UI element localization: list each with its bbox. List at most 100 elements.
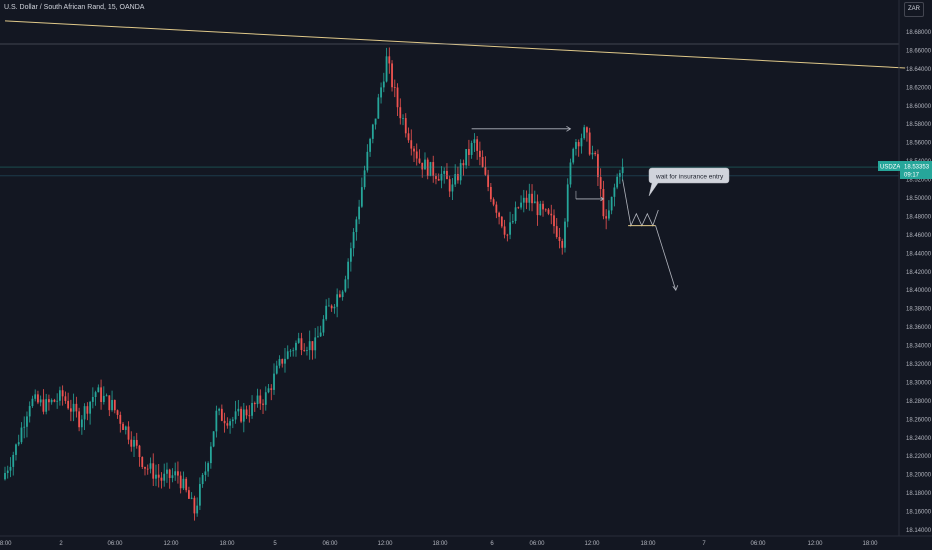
- candle-body: [426, 159, 429, 177]
- candle: [6, 465, 9, 479]
- candle: [105, 393, 108, 397]
- candle-body: [341, 291, 344, 298]
- candle-body: [45, 399, 48, 412]
- bar-countdown-label: 09:17: [904, 173, 920, 179]
- candle: [171, 468, 174, 483]
- candle-body: [446, 170, 448, 180]
- candle: [597, 149, 599, 186]
- candle-body: [369, 138, 371, 152]
- price-tick-label: 18.32000: [906, 362, 932, 368]
- candle: [135, 432, 138, 449]
- candle-body: [435, 176, 437, 179]
- currency-button[interactable]: ZAR: [904, 2, 924, 17]
- candle-body: [404, 118, 407, 134]
- candle: [45, 393, 48, 415]
- candle-body: [539, 203, 542, 216]
- candle: [553, 209, 555, 234]
- candle-body: [26, 416, 28, 427]
- candle-body: [111, 400, 113, 411]
- candle-body: [569, 162, 572, 185]
- time-tick-label: 06:00: [750, 541, 766, 547]
- candle-body: [59, 390, 61, 401]
- candle: [75, 396, 78, 418]
- candle-body: [388, 56, 391, 64]
- candle-body: [218, 408, 221, 411]
- price-badge: USDZAR 18.53353 09:17: [878, 161, 932, 179]
- price-tick-label: 18.28000: [906, 399, 932, 405]
- time-tick-label: 2: [59, 541, 63, 547]
- price-tick-label: 18.34000: [906, 344, 932, 350]
- trendline[interactable]: [4, 20, 906, 69]
- time-axis[interactable]: 18:00 2 06:00 12:00 18:00 5 06:00 12:00 18:00 6 06…: [0, 541, 878, 547]
- candle-body: [48, 399, 50, 403]
- candle-body: [344, 279, 347, 292]
- time-tick-label: 18:00: [432, 541, 448, 547]
- candle: [555, 218, 558, 239]
- candle: [89, 400, 91, 425]
- candle: [448, 175, 451, 198]
- candle: [218, 407, 221, 416]
- candle-body: [451, 184, 454, 192]
- candle: [487, 169, 490, 192]
- candle-body: [478, 150, 481, 157]
- candle-body: [83, 406, 86, 420]
- candle: [520, 195, 522, 210]
- time-tick-label: 12:00: [377, 541, 393, 547]
- candle: [618, 169, 621, 184]
- candle-body: [533, 201, 536, 204]
- text-note[interactable]: wait for insurance entry: [648, 167, 730, 197]
- candle: [539, 200, 542, 216]
- candle-body: [237, 408, 240, 412]
- candle: [336, 288, 339, 318]
- candle: [267, 384, 270, 394]
- time-tick-label: 18:00: [0, 541, 12, 547]
- price-tick-label: 18.64000: [906, 67, 932, 73]
- candle-body: [575, 142, 577, 149]
- candle-body: [413, 148, 415, 152]
- time-tick-label: 18:00: [862, 541, 878, 547]
- candle-body: [547, 209, 550, 214]
- candle-body: [371, 124, 374, 139]
- candle-body: [100, 387, 102, 403]
- candle: [429, 161, 432, 177]
- candle: [300, 332, 303, 356]
- candle-body: [591, 152, 594, 155]
- candle: [262, 399, 264, 414]
- target-arrow[interactable]: [655, 225, 677, 291]
- candle: [525, 190, 528, 210]
- time-tick-label: 06:00: [322, 541, 338, 547]
- candle: [435, 173, 437, 185]
- candle-body: [42, 399, 45, 412]
- candle-body: [402, 118, 404, 119]
- candle-body: [500, 216, 503, 227]
- candle: [462, 159, 465, 176]
- candle: [122, 421, 124, 430]
- candle: [53, 398, 56, 403]
- candle-body: [520, 202, 522, 208]
- candle: [470, 140, 473, 159]
- candle: [514, 201, 517, 224]
- candle-body: [245, 409, 248, 416]
- candle-body: [349, 248, 352, 262]
- candle: [451, 178, 454, 200]
- candle: [360, 177, 363, 208]
- drawings[interactable]: [0, 20, 906, 292]
- candle: [251, 395, 253, 419]
- candle-body: [437, 178, 440, 181]
- candle-body: [448, 179, 451, 192]
- candle: [594, 151, 597, 157]
- candle-body: [583, 127, 586, 139]
- symbol-label: USDZAR: [880, 165, 905, 171]
- candle: [17, 434, 20, 447]
- candle: [610, 196, 613, 215]
- candle: [575, 139, 577, 156]
- candle: [341, 289, 344, 301]
- candle-body: [352, 232, 355, 249]
- candle: [237, 399, 240, 416]
- candle-body: [492, 199, 495, 205]
- candle-body: [421, 162, 424, 170]
- candle-body: [188, 490, 190, 499]
- candle: [344, 275, 347, 293]
